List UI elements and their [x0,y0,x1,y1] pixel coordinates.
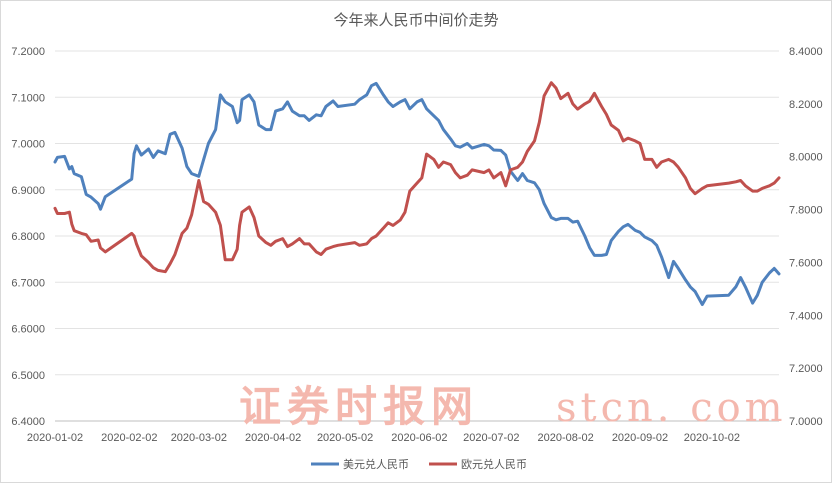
y-right-tick-label: 7.8000 [789,205,823,217]
watermark-en: stcn. com [556,385,787,431]
y-right-tick-label: 7.4000 [789,310,823,322]
right-axis-ticks: 7.0000 7.2000 7.4000 7.6000 7.8000 8.0000 8.20… [789,46,823,428]
chart-title: 今年来人民币中间价走势 [333,11,498,29]
x-tick-label: 2020-04-02 [245,432,301,444]
y-right-tick-label: 7.2000 [789,363,823,375]
x-tick-label: 2020-07-02 [463,432,519,444]
left-axis-ticks: 6.4000 6.5000 6.6000 6.7000 6.8000 6.9000 7.00… [11,46,45,428]
y-left-tick-label: 7.0000 [11,139,45,151]
x-axis-ticks: 2020-01-02 2020-02-02 2020-03-02 2020-04-02… [27,432,740,444]
watermark: 证券时报网 stcn. com [239,382,787,431]
legend-label: 美元兑人民币 [343,457,409,471]
x-tick-label: 2020-06-02 [391,432,447,444]
y-left-tick-label: 6.5000 [11,370,45,382]
x-tick-label: 2020-09-02 [612,432,668,444]
y-left-tick-label: 6.9000 [11,185,45,197]
x-tick-label: 2020-05-02 [317,432,373,444]
x-tick-label: 2020-08-02 [537,432,593,444]
legend: 美元兑人民币 欧元兑人民币 [311,457,527,471]
legend-label: 欧元兑人民币 [461,457,527,471]
x-tick-label: 2020-01-02 [27,432,83,444]
y-right-tick-label: 8.4000 [789,46,823,58]
x-tick-label: 2020-02-02 [101,432,157,444]
y-left-tick-label: 7.2000 [11,46,45,58]
y-left-tick-label: 6.4000 [11,416,45,428]
watermark-cn: 证券时报网 [239,382,479,431]
series-line-1 [53,81,781,306]
y-right-tick-label: 8.0000 [789,152,823,164]
y-left-tick-label: 7.1000 [11,92,45,104]
x-tick-label: 2020-10-02 [684,432,740,444]
y-right-tick-label: 7.6000 [789,257,823,269]
y-left-tick-label: 6.6000 [11,324,45,336]
y-right-tick-label: 7.0000 [789,416,823,428]
y-left-tick-label: 6.7000 [11,277,45,289]
series-lines [53,81,781,306]
x-tick-label: 2020-03-02 [171,432,227,444]
gridlines [55,50,779,422]
y-right-tick-label: 8.2000 [789,99,823,111]
series-line-2 [53,81,781,274]
y-left-tick-label: 6.8000 [11,231,45,243]
